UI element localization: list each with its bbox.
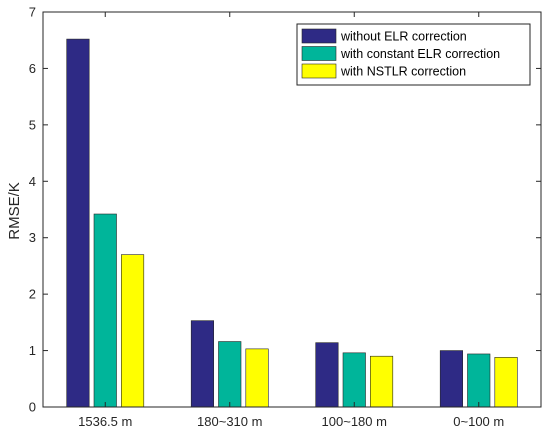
legend-swatch-2 [301,46,337,61]
x-tick-label: 180~310 m [197,414,262,429]
bar-1-1 [66,38,90,408]
y-tick-label: 0 [29,400,36,415]
axes-layer [42,11,542,408]
y-tick-label: 2 [29,287,36,302]
legend-swatch-1 [301,28,337,44]
y-tick-label: 4 [29,174,36,189]
bar-3-1 [121,254,145,408]
bar-2-4 [467,353,491,408]
x-tick-label: 100~180 m [322,414,387,429]
x-tick-label: 1536.5 m [78,414,132,429]
bar-3-2 [245,348,269,408]
bar-3-3 [369,355,394,408]
bar-2-2 [218,341,242,408]
legend-label-3: with NSTLR correction [340,65,466,79]
plot-frame [42,11,542,408]
bar-2-1 [93,213,117,408]
y-axis-label: RMSE/K [6,182,23,240]
y-tick-label: 5 [29,117,36,132]
bar-1-4 [439,350,464,408]
y-tick-label: 1 [29,343,36,358]
legend-label-1: without ELR correction [340,30,467,44]
y-tick-label: 3 [29,230,36,245]
bar-3-4 [494,357,518,408]
bar-1-3 [315,342,339,408]
x-tick-label: 0~100 m [453,414,504,429]
bar-1-2 [190,320,214,408]
y-tick-label: 7 [29,5,36,20]
legend-label-2: with constant ELR correction [340,47,500,61]
legend-swatch-3 [301,63,337,79]
legend: without ELR correction with constant ELR … [296,23,531,86]
ticks-layer: 1536.5 m 180~310 m 100~180 m 0~100 m 0 1 2 3 4 5 6… [29,5,541,429]
y-tick-label: 6 [29,61,36,76]
bar-2-3 [342,352,366,408]
bars-layer [66,38,518,408]
